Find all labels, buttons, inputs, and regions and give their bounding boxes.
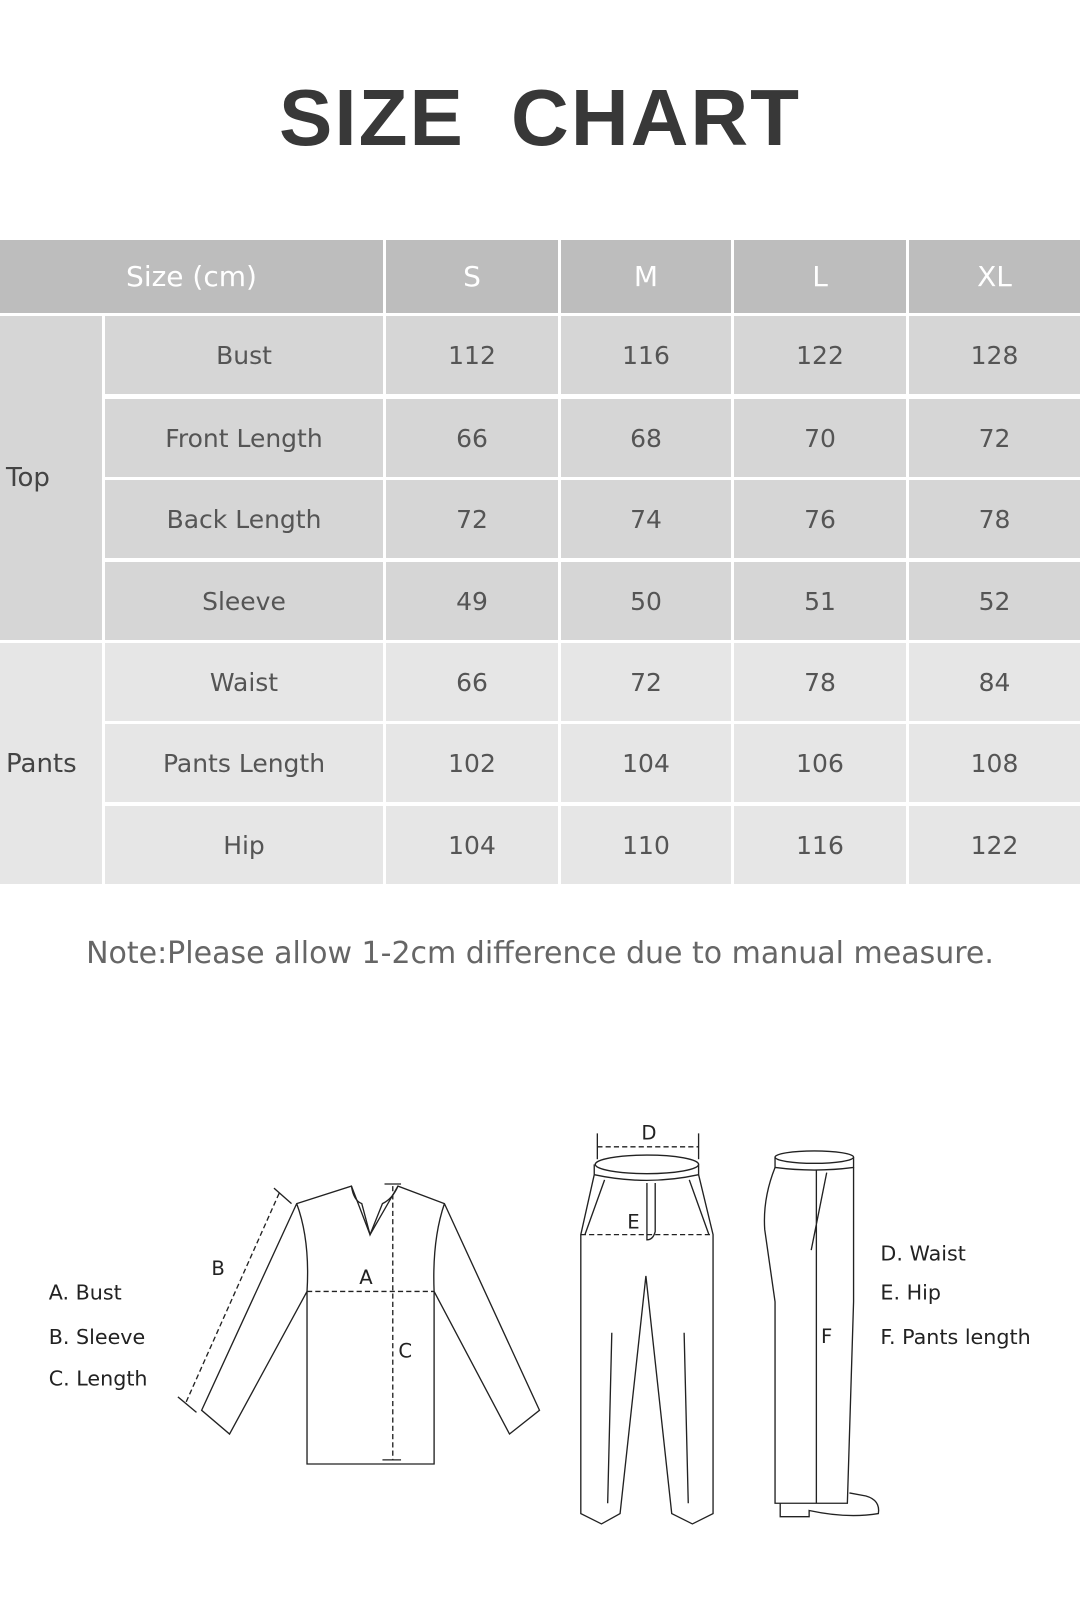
group-label-pants: Pants	[0, 643, 102, 884]
table-cell: 49	[386, 562, 558, 640]
table-cell: 128	[909, 316, 1080, 394]
group-label-top: Top	[0, 316, 102, 640]
table-cell: 66	[386, 643, 558, 721]
table-cell: 104	[386, 806, 558, 884]
marker-d: D	[641, 1122, 656, 1145]
marker-a: A	[359, 1266, 373, 1289]
pants-front-illustration	[580, 1133, 714, 1525]
row-label: Waist	[105, 643, 383, 721]
table-cell: 104	[561, 724, 731, 802]
table-cell: 102	[386, 724, 558, 802]
header-size-label: Size (cm)	[0, 240, 383, 313]
header-size-xl: XL	[909, 240, 1080, 313]
table-cell: 108	[909, 724, 1080, 802]
row-label: Pants Length	[105, 724, 383, 802]
table-cell: 76	[734, 480, 906, 558]
table-cell: 122	[734, 316, 906, 394]
page-title: SIZE CHART	[279, 73, 801, 162]
marker-c: C	[398, 1340, 412, 1363]
table-cell: 74	[561, 480, 731, 558]
marker-e: E	[627, 1210, 639, 1233]
table-cell: 122	[909, 806, 1080, 884]
table-cell: 68	[561, 399, 731, 477]
table-cell: 72	[909, 399, 1080, 477]
table-cell: 110	[561, 806, 731, 884]
table-cell: 66	[386, 399, 558, 477]
header-size-m: M	[561, 240, 731, 313]
table-cell: 72	[386, 480, 558, 558]
row-label: Bust	[105, 316, 383, 394]
marker-f: F	[821, 1325, 832, 1348]
row-label: Hip	[105, 806, 383, 884]
table-cell: 84	[909, 643, 1080, 721]
table-cell: 70	[734, 399, 906, 477]
header-size-s: S	[386, 240, 558, 313]
table-cell: 78	[909, 480, 1080, 558]
table-cell: 106	[734, 724, 906, 802]
sleeve-dash	[185, 1193, 280, 1403]
table-cell: 72	[561, 643, 731, 721]
row-label: Front Length	[105, 399, 383, 477]
legend-pants-length: F. Pants length	[880, 1325, 1030, 1349]
header-size-l: L	[734, 240, 906, 313]
legend-waist: D. Waist	[880, 1241, 965, 1265]
marker-b: B	[211, 1257, 224, 1280]
table-cell: 112	[386, 316, 558, 394]
legend-length: C. Length	[49, 1366, 148, 1390]
table-cell: 52	[909, 562, 1080, 640]
table-cell: 116	[734, 806, 906, 884]
shirt-illustration	[177, 1183, 541, 1465]
table-cell: 78	[734, 643, 906, 721]
row-label: Sleeve	[105, 562, 383, 640]
row-label: Back Length	[105, 480, 383, 558]
measurement-note: Note:Please allow 1-2cm difference due t…	[86, 936, 994, 971]
table-cell: 50	[561, 562, 731, 640]
table-cell: 116	[561, 316, 731, 394]
pants-side-illustration	[763, 1150, 880, 1518]
legend-sleeve: B. Sleeve	[49, 1325, 146, 1349]
legend-bust: A. Bust	[49, 1281, 122, 1305]
legend-hip: E. Hip	[880, 1281, 941, 1305]
table-cell: 51	[734, 562, 906, 640]
